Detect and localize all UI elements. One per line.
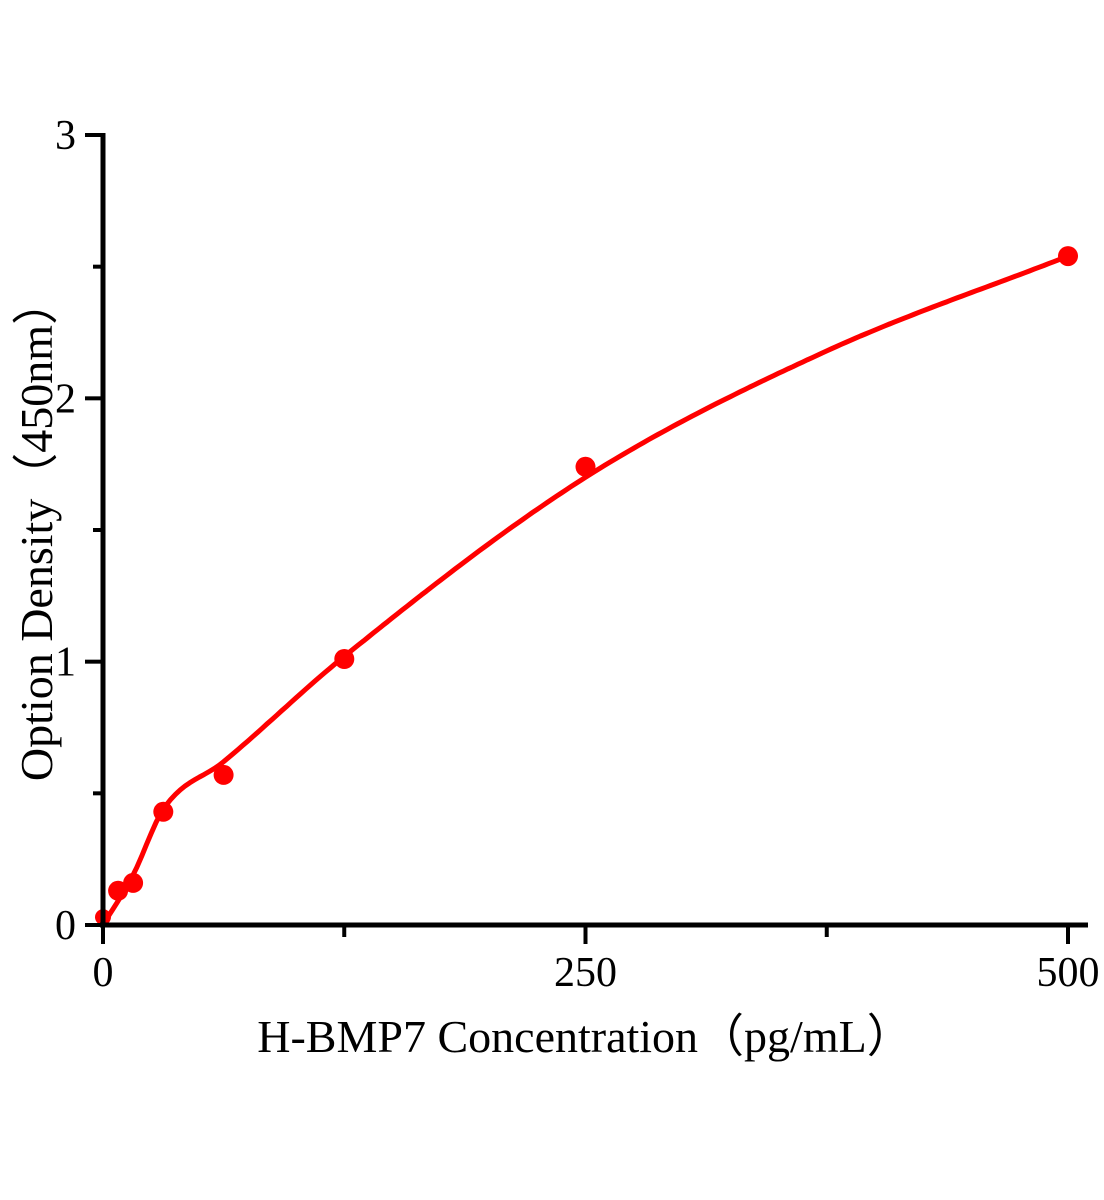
- x-tick-label: 250: [554, 950, 617, 996]
- data-point: [153, 801, 174, 822]
- x-tick-label: 0: [93, 950, 114, 996]
- axis-layer: [85, 133, 1088, 944]
- x-tick-label: 500: [1037, 950, 1100, 996]
- data-point: [575, 456, 596, 477]
- data-point: [108, 880, 129, 901]
- y-tick-label: 3: [55, 113, 76, 159]
- data-point: [213, 764, 234, 785]
- y-axis-title: Option Density（450nm）: [11, 279, 62, 781]
- standard-curve-line: [100, 253, 1071, 928]
- y-tick-label: 2: [55, 376, 76, 422]
- data-point: [1058, 246, 1078, 267]
- data-point: [334, 649, 355, 669]
- data-layer: [95, 246, 1078, 928]
- y-tick-label: 1: [55, 640, 76, 686]
- tick-label-layer: 0 250 500 0 1 2 3: [55, 113, 1100, 996]
- y-tick-label: 0: [55, 903, 76, 949]
- data-point: [123, 872, 144, 893]
- x-axis-title: H-BMP7 Concentration（pg/mL）: [257, 1011, 912, 1062]
